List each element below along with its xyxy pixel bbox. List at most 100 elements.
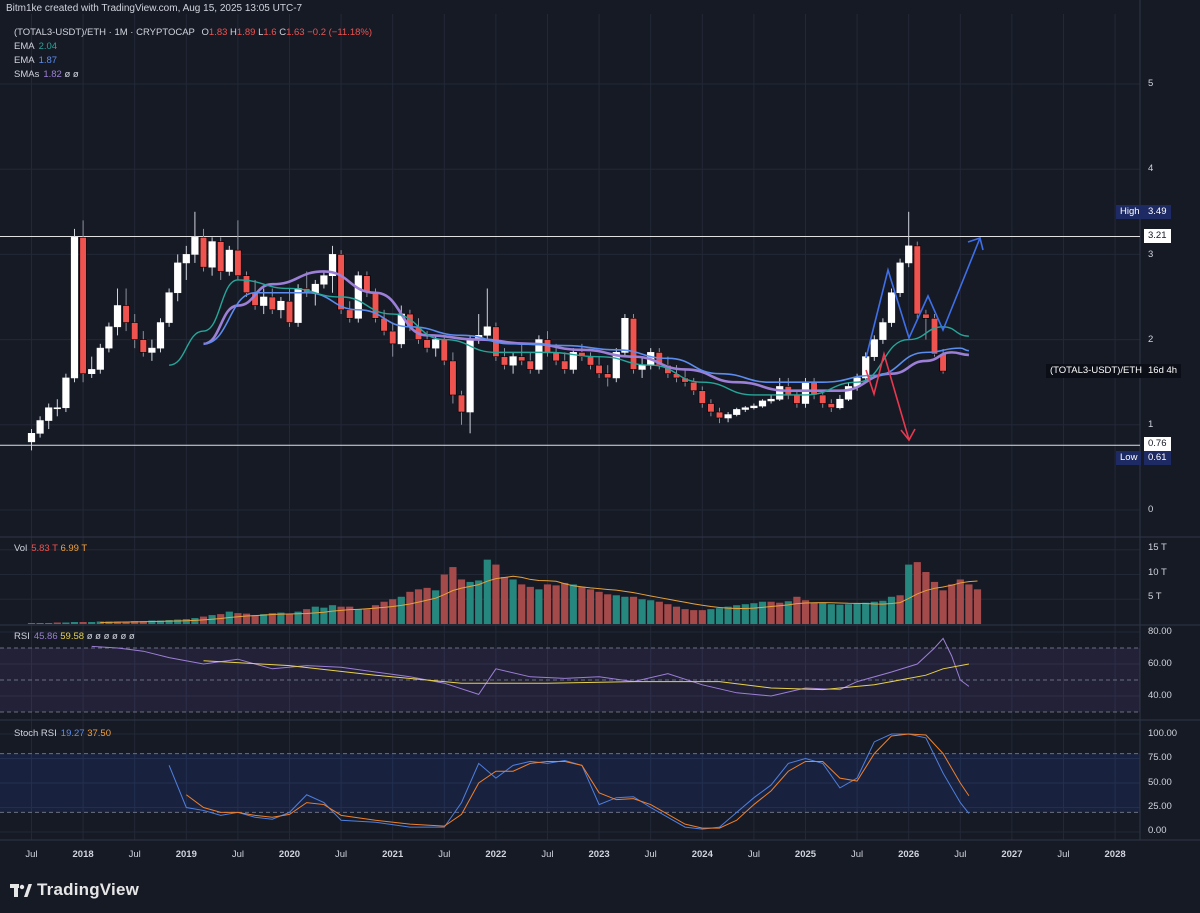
sma-legend[interactable]: SMAs 1.82 ø ø: [14, 69, 79, 80]
ema-slow-legend[interactable]: EMA 1.87: [14, 55, 58, 66]
volume-bar: [681, 609, 689, 624]
volume-bar: [973, 589, 982, 624]
projection-drawings[interactable]: [865, 236, 984, 442]
grid-lines: [0, 14, 1140, 840]
candle-down: [819, 394, 827, 404]
pane-separators: [0, 0, 1200, 841]
candle-up: [569, 352, 577, 370]
stoch-tick: 50.00: [1148, 777, 1172, 788]
volume-bar: [509, 579, 517, 624]
volume-tick: 10 T: [1148, 567, 1167, 578]
candle-down: [552, 352, 560, 362]
volume-bar: [922, 572, 930, 624]
candle-down: [500, 356, 509, 366]
candle-down: [518, 356, 526, 362]
candle-up: [724, 414, 732, 419]
candle-down: [389, 330, 397, 345]
candle-down: [922, 313, 930, 319]
candle-up: [896, 262, 904, 294]
candle-up: [36, 420, 44, 434]
candle-up: [320, 275, 328, 285]
volume-bar: [784, 601, 792, 624]
volume-bar: [776, 602, 784, 624]
candle-down: [629, 317, 638, 370]
volume-legend[interactable]: Vol 5.83 T 6.99 T: [14, 543, 88, 554]
candle-up: [905, 245, 913, 264]
symbol-price-tag: (TOTAL3-USDT)/ETH: [1046, 364, 1147, 378]
symbol-name[interactable]: (TOTAL3-USDT)/ETH · 1M · CRYPTOCAP: [14, 27, 195, 38]
horizontal-levels[interactable]: [0, 236, 1140, 446]
volume-bar: [371, 605, 380, 624]
candle-up: [174, 262, 182, 294]
volume-bar: [363, 609, 371, 624]
stoch-tick: 25.00: [1148, 801, 1172, 812]
candle-down: [457, 394, 466, 413]
price-tick: 4: [1148, 163, 1154, 174]
volume-bar: [698, 610, 706, 624]
candle-up: [156, 322, 165, 349]
stoch-k-line: [168, 733, 970, 830]
candle-up: [165, 292, 173, 323]
price-tick: 2: [1148, 334, 1154, 345]
volume-bar: [311, 606, 319, 624]
stoch-legend[interactable]: Stoch RSI 19.27 37.50: [14, 728, 111, 739]
volume-bar: [303, 609, 311, 624]
volume-bar: [638, 599, 646, 624]
candle-down: [242, 275, 251, 294]
volume-bar: [354, 609, 362, 624]
price-tick: 5: [1148, 78, 1154, 89]
stoch-band: [0, 753, 1140, 813]
level-bottom-tag: 0.76: [1144, 437, 1171, 451]
volume-bar: [569, 584, 577, 624]
volume-bar: [53, 622, 61, 624]
time-tick: Jul: [335, 849, 348, 860]
time-tick: Jul: [128, 849, 141, 860]
volume-bar: [242, 613, 251, 624]
time-tick: Jul: [644, 849, 657, 860]
volume-bar: [96, 621, 104, 624]
candle-down: [707, 403, 715, 413]
time-tick: Jul: [851, 849, 864, 860]
candle-down: [346, 309, 354, 319]
low-value-tag: 0.61: [1144, 451, 1171, 465]
candle-down: [595, 364, 603, 374]
volume-bar: [655, 601, 663, 624]
stoch-tick: 0.00: [1148, 825, 1167, 836]
volume-bar: [70, 622, 79, 624]
symbol-legend[interactable]: (TOTAL3-USDT)/ETH · 1M · CRYPTOCAP O1.83…: [14, 27, 373, 38]
ema-fast-line: [168, 279, 969, 396]
volume-bar: [672, 606, 681, 624]
volume-bar: [896, 595, 904, 624]
candle-up: [294, 288, 302, 323]
candle-up: [148, 347, 156, 353]
tradingview-logo[interactable]: TradingView: [10, 880, 139, 900]
time-tick: Jul: [438, 849, 451, 860]
candle-up: [70, 237, 79, 379]
volume-bar: [913, 562, 921, 624]
candle-down: [586, 356, 595, 366]
volume-bar: [122, 621, 130, 624]
candle-up: [182, 254, 190, 264]
ema-fast-legend[interactable]: EMA 2.04: [14, 41, 58, 52]
volume-bar: [492, 564, 500, 624]
candle-up: [53, 407, 61, 410]
candle-up: [208, 241, 216, 268]
volume-bar: [561, 582, 569, 624]
candle-down: [122, 305, 130, 323]
volume-bar: [139, 621, 147, 624]
volume-bar: [853, 603, 861, 624]
open-value: 1.83: [208, 27, 228, 38]
rsi-legend[interactable]: RSI 45.86 59.58 ø ø ø ø ø ø: [14, 631, 135, 642]
stoch-tick: 75.00: [1148, 752, 1172, 763]
bullish-arrow-head: [967, 236, 984, 251]
volume-bar: [647, 600, 655, 624]
volume-bar: [234, 613, 242, 624]
stoch-d-line: [186, 733, 970, 829]
candle-down: [793, 394, 801, 404]
volume-bar: [715, 608, 724, 624]
candle-down: [139, 339, 147, 353]
price-tick: 0: [1148, 504, 1154, 515]
candle-up: [535, 339, 543, 370]
volume-bar: [260, 614, 268, 624]
